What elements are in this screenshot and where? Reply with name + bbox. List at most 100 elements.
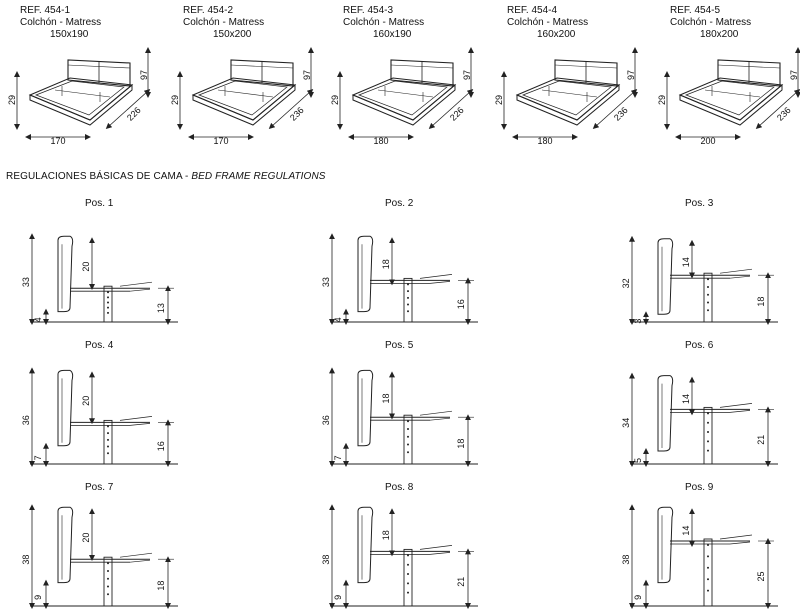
head-offset-value: 18 — [381, 259, 391, 269]
leg-post — [103, 285, 113, 323]
adjust-hole — [407, 582, 409, 585]
adjust-hole — [707, 431, 709, 434]
adjust-hole — [107, 425, 109, 428]
mattress-support — [419, 410, 453, 416]
headboard-profile — [357, 369, 374, 447]
head-offset-value: 14 — [681, 394, 691, 404]
leg-post — [103, 419, 113, 465]
frame-height-value: 18 — [756, 297, 766, 307]
adjust-hole — [707, 566, 709, 569]
total-height-value: 33 — [21, 277, 31, 287]
height-value: 29 — [170, 95, 180, 105]
adjust-hole — [407, 554, 409, 557]
head-offset-value: 18 — [381, 393, 391, 403]
length-value: 236 — [775, 105, 793, 123]
headboard — [230, 59, 294, 87]
slat-line — [704, 89, 761, 98]
length-value: 236 — [612, 105, 630, 123]
position-label: Pos. 6 — [685, 340, 714, 351]
model-header: REF. 454-1 Colchón - Matress 150x190 — [20, 5, 101, 41]
adjust-hole — [107, 569, 109, 572]
leg-post — [703, 538, 713, 607]
height-value: 29 — [657, 95, 667, 105]
length-value: 226 — [125, 105, 143, 123]
height-value: 29 — [7, 95, 17, 105]
mattress-support — [119, 281, 153, 287]
base-height-value: 7 — [33, 455, 43, 460]
head-offset-value: 14 — [681, 257, 691, 267]
model-description: Colchón - Matress — [507, 17, 589, 28]
headboard-profile — [657, 375, 674, 452]
position-label: Pos. 4 — [85, 340, 114, 351]
total-height-value: 38 — [321, 555, 331, 565]
headboard — [67, 59, 131, 87]
bed-drawing: 29 97 236 170 — [170, 47, 314, 146]
head-offset-value: 20 — [81, 533, 91, 543]
headboard-profile — [57, 369, 74, 447]
bed-slats — [358, 80, 448, 116]
position-diagram-1: Pos. 1 33 4 20 13 — [10, 198, 210, 328]
leg-post — [403, 548, 413, 607]
base-height-value: 5 — [633, 458, 643, 463]
length-dimension — [105, 88, 151, 130]
headboard — [717, 59, 781, 87]
model-header: REF. 454-2 Colchón - Matress 150x200 — [183, 5, 264, 41]
head-offset-value: 14 — [681, 526, 691, 536]
adjust-hole — [107, 577, 109, 580]
position-drawing: 34 5 14 21 — [621, 372, 778, 467]
slat-line — [54, 89, 111, 98]
head-height-value: 97 — [139, 70, 149, 80]
support-strut — [729, 275, 751, 279]
headboard-profile — [357, 506, 374, 584]
total-height-value: 36 — [21, 415, 31, 425]
support-strut — [729, 410, 751, 413]
model-ref: REF. 454-1 — [20, 5, 71, 16]
total-height-value: 36 — [321, 415, 331, 425]
leg-post — [103, 556, 113, 607]
position-label: Pos. 8 — [385, 482, 414, 493]
adjust-hole — [707, 421, 709, 424]
mattress-support — [119, 416, 153, 421]
adjust-hole — [407, 443, 409, 446]
adjust-hole — [107, 593, 109, 596]
adjust-hole — [107, 296, 109, 299]
adjust-hole — [707, 449, 709, 452]
section-title-es: REGULACIONES BÁSICAS DE CAMA - — [6, 171, 192, 182]
leg-post — [703, 406, 713, 465]
position-diagram-5: Pos. 5 36 7 18 18 — [310, 340, 510, 470]
support-strut — [129, 423, 151, 426]
bed-model-2: REF. 454-2 Colchón - Matress 150x200 29 97 23… — [163, 0, 323, 160]
frame-height-value: 18 — [156, 581, 166, 591]
frame-height-value: 16 — [156, 441, 166, 451]
mattress-support — [119, 552, 153, 558]
position-label: Pos. 7 — [85, 482, 114, 493]
bed-isometric — [678, 59, 784, 126]
bed-frame-top — [351, 77, 457, 121]
adjust-hole — [707, 555, 709, 558]
length-dimension — [428, 88, 474, 130]
adjust-hole — [107, 291, 109, 294]
base-height-value: 7 — [333, 455, 343, 460]
adjust-hole — [407, 451, 409, 454]
model-size: 160x200 — [537, 29, 576, 40]
position-label: Pos. 3 — [685, 198, 714, 209]
model-size: 150x200 — [213, 29, 252, 40]
adjust-hole — [407, 290, 409, 293]
bed-slats — [522, 80, 612, 116]
section-title-en: BED FRAME REGULATIONS — [191, 171, 326, 182]
leg-post — [403, 414, 413, 465]
adjust-hole — [107, 585, 109, 588]
frame-height-value: 21 — [756, 435, 766, 445]
position-label: Pos. 5 — [385, 340, 414, 351]
adjust-hole — [707, 301, 709, 304]
height-value: 29 — [330, 95, 340, 105]
width-value: 170 — [213, 136, 228, 146]
adjust-hole — [407, 420, 409, 423]
model-header: REF. 454-5 Colchón - Matress 180x200 — [670, 5, 751, 41]
bed-drawing: 29 97 226 170 — [7, 47, 151, 146]
length-value: 236 — [288, 105, 306, 123]
position-drawing: 38 9 14 25 — [621, 504, 778, 609]
position-drawing: 36 7 18 18 — [321, 367, 478, 467]
support-strut — [429, 281, 451, 284]
headboard-edge — [554, 64, 618, 69]
